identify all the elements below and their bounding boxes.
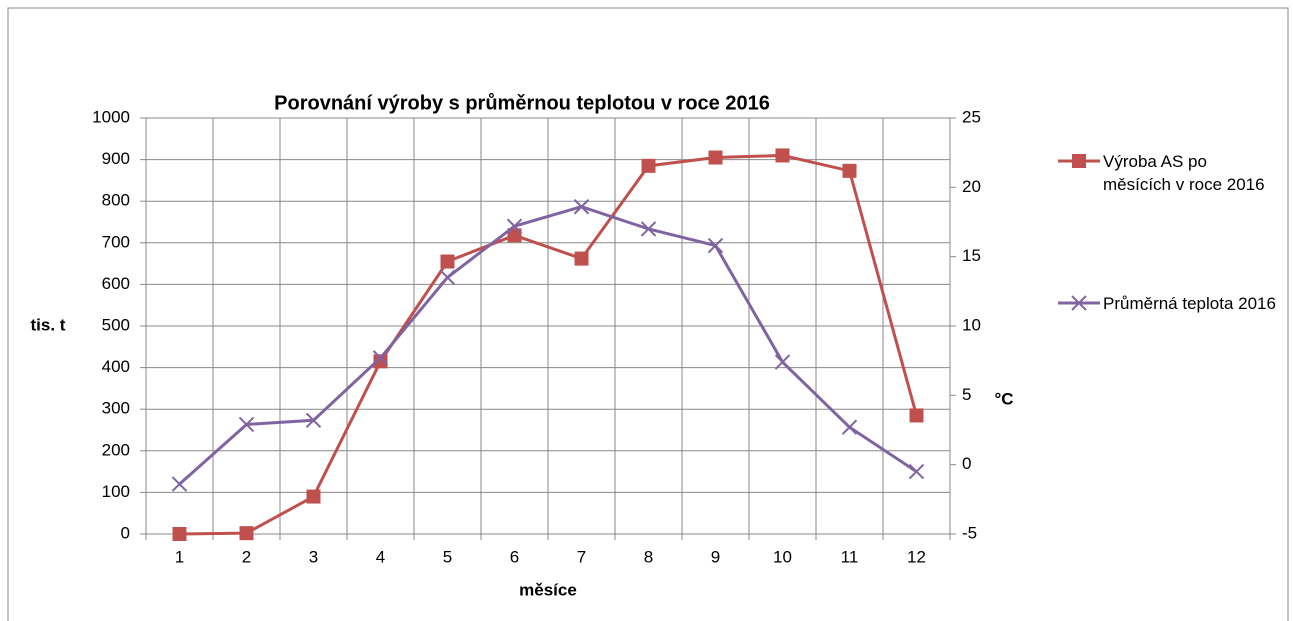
x-tick-label: 5 [443,547,452,566]
marker [171,476,188,492]
series-line [179,153,918,536]
marker [775,148,790,163]
y-tick-label: 300 [102,399,130,418]
marker [707,237,724,254]
y-tick-label: 900 [102,149,130,168]
y-tick-label: 200 [102,440,130,459]
marker [306,489,321,504]
chart-border [7,7,1289,621]
chart-title: Porovnání výroby s průměrnou teplotou v … [274,92,770,114]
marker [841,419,858,435]
x-tick-label: 10 [773,547,792,566]
y-tick-label: 1000 [92,107,130,126]
y2-tick-label: 10 [962,315,981,334]
marker [574,251,589,266]
x-axis-label: měsíce [519,580,577,599]
marker [507,228,522,243]
x-tick-label: 7 [577,547,586,566]
y-tick-label: 400 [102,357,130,376]
marker [641,158,656,173]
x-tick-label: 3 [309,547,318,566]
y2-tick-label: -5 [962,523,977,542]
y-tick-label: 0 [121,523,130,542]
legend-marker [1071,295,1087,311]
marker [708,150,723,165]
y2-tick-label: 25 [962,107,981,126]
y2-tick-label: 20 [962,177,981,196]
marker [774,354,791,370]
x-tick-label: 2 [242,547,251,566]
marker [238,416,255,433]
y-tick-label: 100 [102,482,130,501]
marker [842,163,857,178]
x-tick-label: 12 [907,547,926,566]
marker [909,408,924,423]
marker [372,350,389,366]
y2-axis-label: °C [994,389,1013,408]
x-tick-label: 8 [644,547,653,566]
marker [239,526,254,541]
marker [640,221,657,237]
x-tick-label: 9 [711,547,720,566]
y2-tick-label: 0 [962,454,971,473]
marker [172,527,187,541]
x-tick-label: 4 [376,547,385,566]
y-tick-label: 500 [102,315,130,334]
y-tick-label: 600 [102,274,130,293]
marker [439,269,456,286]
y2-tick-label: 5 [962,385,971,404]
marker [373,354,388,369]
series-line [178,205,918,486]
y-tick-label: 800 [102,191,130,210]
x-tick-label: 6 [510,547,519,566]
y-tick-label: 700 [102,232,130,251]
marker [908,463,925,480]
legend-label: Průměrná teplota 2016 [1103,294,1276,313]
marker [440,254,455,269]
marker [573,199,590,215]
legend-label: Výroba AS po měsících v roce 2016 [1103,152,1265,194]
marker [506,218,523,234]
x-tick-label: 1 [175,547,184,566]
y-axis-label: tis. t [31,315,66,334]
y2-tick-label: 15 [962,246,981,265]
x-tick-label: 11 [841,547,859,566]
legend-marker [1072,154,1086,168]
marker [305,412,322,429]
